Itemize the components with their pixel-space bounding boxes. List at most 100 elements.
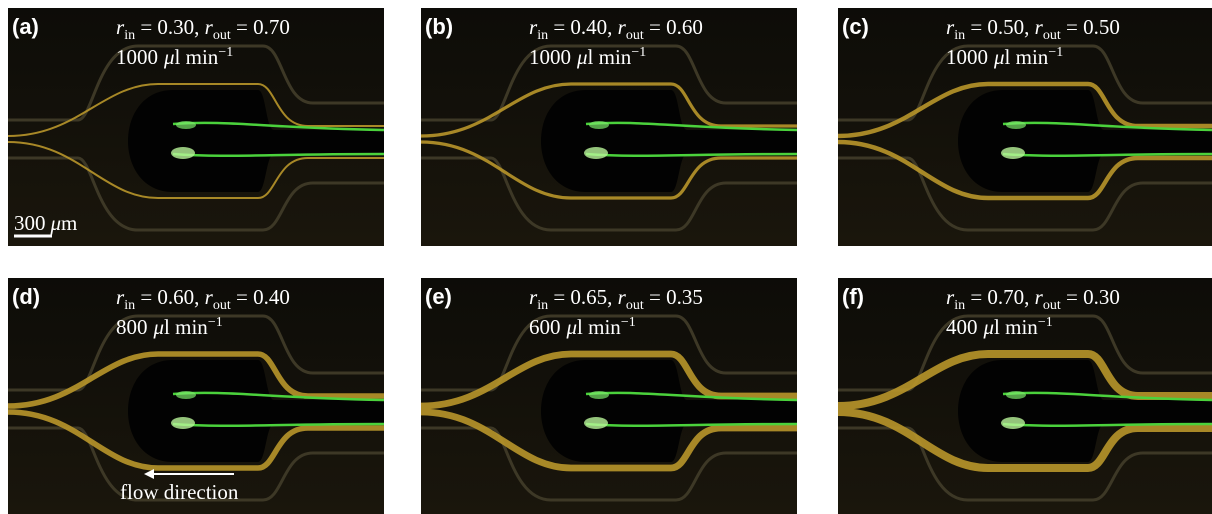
symbol: r [946,15,955,39]
glow [171,147,195,159]
panel-label: (d) [12,284,40,309]
unit: l min [1005,45,1049,69]
separator: , [607,15,618,39]
subscript: out [626,28,644,43]
unit: l min [577,315,621,339]
symbol: r [618,15,627,39]
r-in: 0.50 [987,15,1024,39]
panel-label: (a) [12,14,39,39]
separator: , [1024,285,1035,309]
r-out: 0.35 [666,285,703,309]
panel-label: (c) [842,14,869,39]
island [958,90,1212,192]
panel-label: (e) [425,284,452,309]
symbol: r [1035,285,1044,309]
flow-rate-text: 1000 μl min−1 [116,45,233,69]
unit: l min [175,45,219,69]
sheath-stream [420,82,797,200]
ratio-text: rin = 0.50, rout = 0.50 [946,15,1120,43]
equals: = [231,15,253,39]
unit-mu: μ [566,315,578,339]
equals: = [548,285,570,309]
symbol: r [618,285,627,309]
r-in: 0.30 [157,15,194,39]
flow-rate-text: 800 μl min−1 [116,315,223,339]
r-out: 0.40 [253,285,290,309]
glow [171,417,195,429]
exponent: −1 [1048,45,1063,60]
unit-mu: μ [163,45,175,69]
island [128,360,384,462]
scale-bar-label: 300 μm [14,211,77,235]
subscript: in [537,28,548,43]
symbol: r [205,15,214,39]
equals: = [135,285,157,309]
glow [584,147,608,159]
panel-label: (b) [425,14,453,39]
exponent: −1 [218,45,233,60]
equals: = [965,285,987,309]
subscript: out [1043,28,1061,43]
flow-rate: 600 [529,315,561,339]
unit-mu: μ [576,45,588,69]
r-in: 0.65 [570,285,607,309]
r-in: 0.60 [157,285,194,309]
equals: = [1061,15,1083,39]
equals: = [135,15,157,39]
subscript: out [1043,298,1061,313]
glow [176,391,196,399]
r-out: 0.70 [253,15,290,39]
symbol: r [116,285,125,309]
subscript: in [954,28,965,43]
glow [176,121,196,129]
subscript: out [213,298,231,313]
symbol: r [529,15,538,39]
flow-rate-text: 1000 μl min−1 [529,45,646,69]
equals: = [965,15,987,39]
equals: = [548,15,570,39]
flow-rate-text: 400 μl min−1 [946,315,1053,339]
scale-value: 300 [14,211,46,235]
flow-rate: 800 [116,315,148,339]
sheath-stream [7,351,384,471]
scale-mu: μ [50,211,62,235]
sheath-stream [837,81,1212,201]
symbol: r [946,285,955,309]
r-out: 0.30 [1083,285,1120,309]
symbol: r [1035,15,1044,39]
flow-rate: 1000 [946,45,988,69]
ratio-text: rin = 0.40, rout = 0.60 [529,15,703,43]
island [541,360,797,462]
equals: = [644,285,666,309]
symbol: r [205,285,214,309]
subscript: in [537,298,548,313]
exponent: −1 [621,315,636,330]
flow-rate-text: 1000 μl min−1 [946,45,1063,69]
equals: = [231,285,253,309]
unit: l min [164,315,208,339]
ratio-text: rin = 0.70, rout = 0.30 [946,285,1120,313]
flow-rate: 1000 [116,45,158,69]
subscript: in [954,298,965,313]
glow [1006,121,1026,129]
ratio-text: rin = 0.60, rout = 0.40 [116,285,290,313]
equals: = [1061,285,1083,309]
subscript: out [213,28,231,43]
equals: = [644,15,666,39]
flow-rate: 1000 [529,45,571,69]
exponent: −1 [631,45,646,60]
flow-rate: 400 [946,315,978,339]
r-out: 0.60 [666,15,703,39]
scale-unit: m [61,211,77,235]
glow [589,121,609,129]
exponent: −1 [1038,315,1053,330]
flow-direction: flow direction [120,480,239,504]
exponent: −1 [208,315,223,330]
subscript: out [626,298,644,313]
sheath-stream [7,83,384,199]
r-in: 0.70 [987,285,1024,309]
